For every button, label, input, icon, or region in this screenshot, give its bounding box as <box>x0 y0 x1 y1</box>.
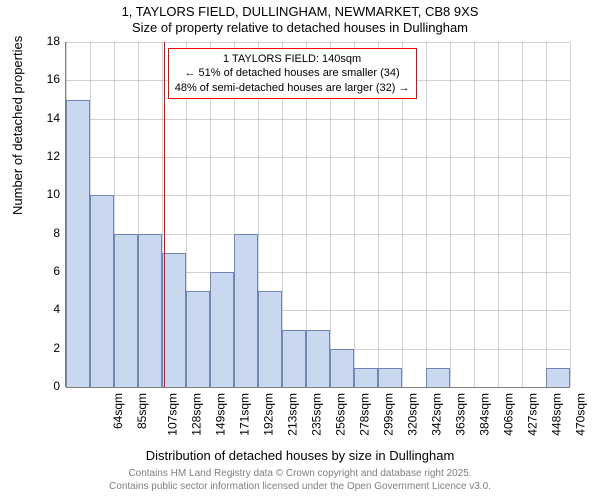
x-tick-label: 342sqm <box>430 393 444 436</box>
gridline-horizontal <box>66 195 570 196</box>
histogram-bar <box>138 234 162 387</box>
histogram-bar <box>330 349 354 387</box>
x-tick-label: 278sqm <box>358 393 372 436</box>
y-tick-label: 16 <box>30 72 60 86</box>
annotation-line-2: ← 51% of detached houses are smaller (34… <box>184 67 399 79</box>
gridline-vertical <box>546 42 547 387</box>
attribution-line-2: Contains public sector information licen… <box>109 481 491 492</box>
y-tick-label: 4 <box>30 302 60 316</box>
chart-title-main: 1, TAYLORS FIELD, DULLINGHAM, NEWMARKET,… <box>0 4 600 19</box>
annotation-callout: 1 TAYLORS FIELD: 140sqm ← 51% of detached… <box>168 48 417 99</box>
gridline-vertical <box>522 42 523 387</box>
histogram-bar <box>258 291 282 387</box>
y-tick-label: 10 <box>30 187 60 201</box>
histogram-bar <box>162 253 186 387</box>
y-tick-label: 2 <box>30 341 60 355</box>
histogram-bar <box>234 234 258 387</box>
y-tick-label: 8 <box>30 226 60 240</box>
y-tick-label: 0 <box>30 379 60 393</box>
chart-plot-area: 1 TAYLORS FIELD: 140sqm ← 51% of detached… <box>66 42 570 387</box>
histogram-bar <box>186 291 210 387</box>
x-tick-label: 427sqm <box>526 393 540 436</box>
histogram-bar <box>210 272 234 387</box>
histogram-bar <box>306 330 330 388</box>
gridline-vertical <box>570 42 571 387</box>
x-tick-label: 384sqm <box>478 393 492 436</box>
x-tick-label: 299sqm <box>382 393 396 436</box>
x-axis-line <box>66 387 570 388</box>
gridline-vertical <box>450 42 451 387</box>
y-axis-line <box>65 42 66 387</box>
x-axis-label: Distribution of detached houses by size … <box>0 448 600 463</box>
x-tick-label: 192sqm <box>262 393 276 436</box>
chart-title-sub: Size of property relative to detached ho… <box>0 20 600 35</box>
x-tick-label: 149sqm <box>214 393 228 436</box>
x-tick-label: 64sqm <box>111 393 125 429</box>
histogram-bar <box>354 368 378 387</box>
reference-vertical-line <box>164 42 165 387</box>
x-tick-label: 470sqm <box>574 393 588 436</box>
histogram-bar <box>378 368 402 387</box>
x-tick-label: 171sqm <box>238 393 252 436</box>
histogram-bar <box>282 330 306 388</box>
histogram-bar <box>66 100 90 388</box>
x-tick-label: 85sqm <box>135 393 149 429</box>
y-tick-label: 6 <box>30 264 60 278</box>
x-tick-label: 406sqm <box>502 393 516 436</box>
gridline-horizontal <box>66 119 570 120</box>
x-tick-label: 363sqm <box>454 393 468 436</box>
x-tick-label: 235sqm <box>310 393 324 436</box>
gridline-vertical <box>498 42 499 387</box>
y-tick-label: 18 <box>30 34 60 48</box>
gridline-horizontal <box>66 42 570 43</box>
annotation-line-1: 1 TAYLORS FIELD: 140sqm <box>223 53 361 65</box>
gridline-vertical <box>474 42 475 387</box>
annotation-line-3: 48% of semi-detached houses are larger (… <box>175 82 410 94</box>
x-tick-label: 256sqm <box>334 393 348 436</box>
histogram-bar <box>546 368 570 387</box>
x-tick-label: 107sqm <box>166 393 180 436</box>
x-tick-label: 448sqm <box>550 393 564 436</box>
x-tick-label: 320sqm <box>406 393 420 436</box>
histogram-bar <box>114 234 138 387</box>
y-axis-label: Number of detached properties <box>10 36 25 215</box>
x-tick-label: 213sqm <box>286 393 300 436</box>
gridline-horizontal <box>66 157 570 158</box>
x-tick-label: 128sqm <box>190 393 204 436</box>
y-tick-label: 14 <box>30 111 60 125</box>
y-tick-label: 12 <box>30 149 60 163</box>
attribution-line-1: Contains HM Land Registry data © Crown c… <box>128 468 471 479</box>
histogram-bar <box>426 368 450 387</box>
histogram-bar <box>90 195 114 387</box>
attribution-text: Contains HM Land Registry data © Crown c… <box>0 467 600 493</box>
gridline-vertical <box>426 42 427 387</box>
